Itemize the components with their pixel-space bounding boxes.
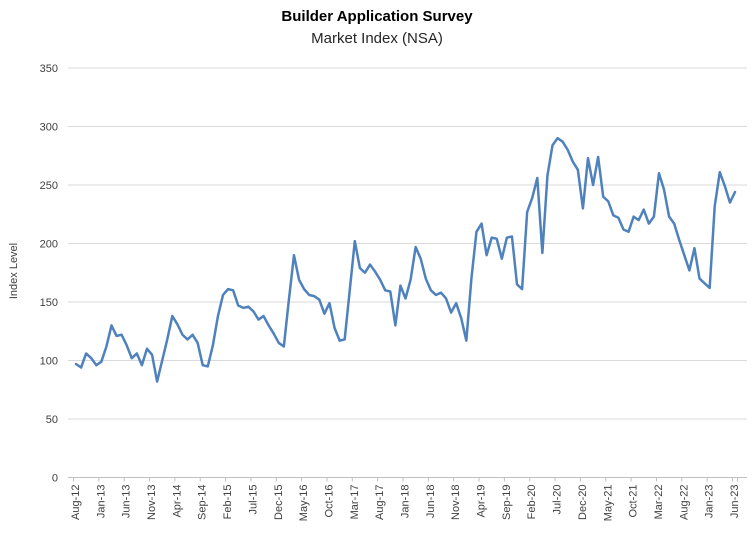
x-tick-label: Aug-17 xyxy=(374,485,386,520)
x-tick-label: Feb-20 xyxy=(526,485,538,520)
x-tick-label: Oct-21 xyxy=(628,485,640,518)
y-tick-label: 200 xyxy=(40,239,58,251)
y-tick-label: 350 xyxy=(40,63,58,75)
x-tick-label: Jan-13 xyxy=(95,485,107,519)
y-tick-label: 150 xyxy=(40,297,58,309)
x-tick-label: Jan-18 xyxy=(400,485,412,519)
x-tick-label: Dec-15 xyxy=(273,485,285,520)
x-tick-label: Oct-16 xyxy=(323,485,335,518)
x-tick-label: May-21 xyxy=(602,485,614,522)
y-tick-label: 50 xyxy=(46,414,58,426)
x-tick-label: Jun-13 xyxy=(121,485,133,519)
x-tick-label: Jan-23 xyxy=(704,485,716,519)
x-tick-label: Mar-17 xyxy=(349,485,361,520)
x-tick-label: Jun-18 xyxy=(425,485,437,519)
x-tick-label: Aug-12 xyxy=(70,485,82,520)
y-tick-label: 0 xyxy=(52,473,58,485)
x-tick-label: Feb-15 xyxy=(222,485,234,520)
x-tick-label: Nov-13 xyxy=(146,485,158,520)
x-tick-label: Jun-23 xyxy=(729,485,741,519)
x-tick-label: May-16 xyxy=(298,485,310,522)
x-tick-label: Apr-14 xyxy=(171,485,183,518)
x-tick-label: Dec-20 xyxy=(577,485,589,520)
x-tick-label: Nov-18 xyxy=(450,485,462,520)
y-tick-label: 100 xyxy=(40,356,58,368)
market-index-line-series xyxy=(74,136,737,383)
chart-subtitle: Market Index (NSA) xyxy=(311,30,443,47)
chart-title: Builder Application Survey xyxy=(281,8,473,25)
x-tick-label: Mar-22 xyxy=(653,485,665,520)
y-tick-label: 300 xyxy=(40,122,58,134)
x-tick-label: Aug-22 xyxy=(678,485,690,520)
x-tick-label: Apr-19 xyxy=(476,485,488,518)
x-tick-label: Sep-19 xyxy=(501,485,513,520)
x-tick-label: Jul-15 xyxy=(247,485,259,515)
y-tick-label: 250 xyxy=(40,180,58,192)
x-tick-label: Sep-14 xyxy=(197,485,209,520)
x-tick-label: Jul-20 xyxy=(552,485,564,515)
